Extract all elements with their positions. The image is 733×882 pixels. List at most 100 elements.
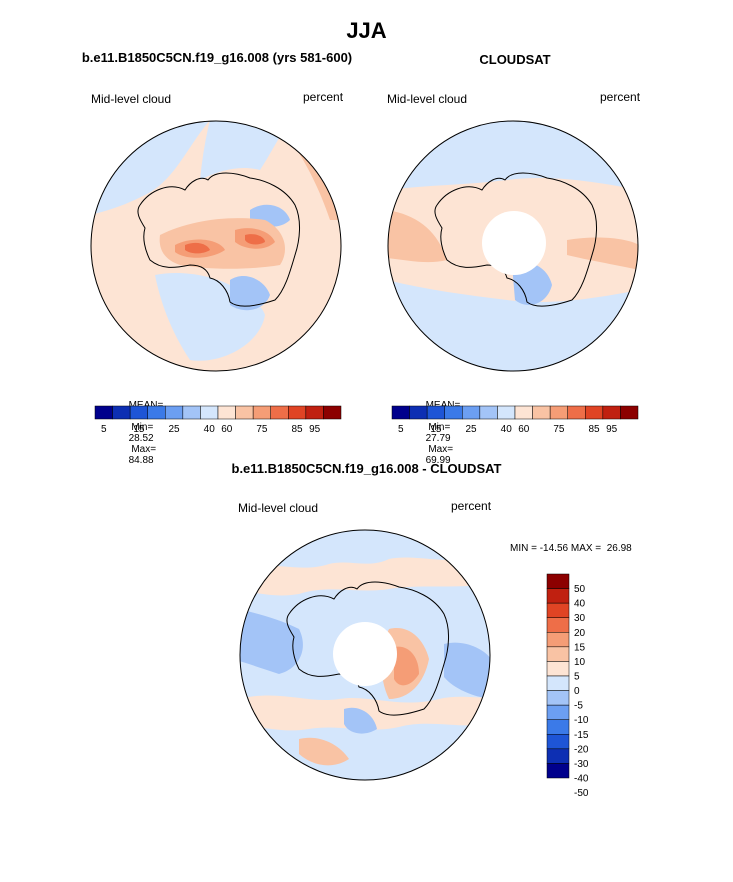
colorbar-1-tick-label-7: 95 [309, 424, 321, 435]
colorbar-1-tick-label-0: 5 [101, 424, 107, 435]
colorbar-1-swatch-7 [217, 405, 236, 420]
colorbar-2-swatch-6 [497, 405, 516, 420]
map-1-region-low-core [230, 275, 270, 311]
map-3-missing-data-hole [333, 622, 397, 686]
colorbar-2-swatch-13 [620, 405, 639, 420]
colorbar-3-tick-label-3: 20 [574, 628, 586, 639]
panel-2-units-label: percent [600, 90, 641, 104]
colorbar-3-swatch-6 [546, 661, 570, 677]
map-3-antarctica-coastline [286, 581, 449, 716]
panel-1-header: b.e11.B1850C5CN.f19_g16.008 (yrs 581-600… [81, 50, 353, 65]
colorbar-2-swatch-8 [532, 405, 551, 420]
map-2-region-low-south [388, 280, 638, 371]
colorbar-3-tick-label-9: -10 [574, 715, 589, 726]
colorbar-1-swatch-2 [129, 405, 148, 420]
colorbar-1-swatch-13 [323, 405, 342, 420]
colorbar-1-swatch-8 [235, 405, 254, 420]
panel-3-units-label: percent [451, 499, 492, 513]
colorbar-2-swatch-3 [444, 405, 463, 420]
colorbar-2-tick-label-3: 40 [501, 424, 513, 435]
colorbar-1-tick-label-4: 60 [221, 424, 233, 435]
panel-3-minmax: MIN = -14.56 MAX = 26.98 [510, 543, 632, 554]
colorbar-1-swatch-11 [288, 405, 307, 420]
map-3-region-pos-peak [394, 646, 419, 686]
colorbar-3-swatch-10 [546, 719, 570, 735]
map-1-region-low-n [200, 121, 290, 180]
colorbar-1-swatch-4 [165, 405, 184, 420]
panel-1-units-label: percent [303, 90, 344, 104]
colorbar-1-swatch-6 [200, 405, 219, 420]
colorbar-3-swatch-7 [546, 675, 570, 691]
panel-3-field-label: Mid-level cloud [238, 501, 319, 515]
map-2-boundary [387, 120, 639, 372]
colorbar-1-swatch-0 [94, 405, 113, 420]
colorbar-2-swatch-4 [462, 405, 481, 420]
panel-2-max-label: Max= [428, 444, 454, 455]
colorbar-3-swatch-3 [546, 617, 570, 633]
map-3-region-neg-east [444, 642, 490, 699]
map-1-antarctica-coastline [137, 172, 300, 307]
panel-1-min-label: Min= [131, 422, 154, 433]
colorbar-2-swatch-2 [426, 405, 445, 420]
map-2-region-high-east [567, 237, 638, 270]
colorbar-1-tick-label-2: 25 [169, 424, 181, 435]
colorbar-2-swatch-12 [602, 405, 621, 420]
colorbar-3-tick-label-12: -30 [574, 759, 589, 770]
map-2-region-high-west [388, 210, 447, 263]
colorbar-2-swatch-1 [409, 405, 428, 420]
colorbar-3-tick-label-4: 15 [574, 642, 586, 653]
colorbar-3-tick-label-5: 10 [574, 657, 586, 668]
colorbar-3-swatch-0 [546, 573, 570, 589]
colorbar-3-swatch-9 [546, 704, 570, 720]
colorbar-1: 5 15 25 40 60 75 85 95 [94, 405, 342, 435]
colorbar-3-tick-label-0: 50 [574, 584, 586, 595]
map-3-difference [239, 529, 491, 781]
colorbar-2-swatch-9 [549, 405, 568, 420]
panel-2-min-label: Min= [428, 422, 451, 433]
colorbar-1-tick-label-5: 75 [256, 424, 268, 435]
colorbar-2: 5 15 25 40 60 75 85 95 [391, 405, 639, 435]
map-3-region-pos-s [299, 737, 349, 766]
colorbar-3-tick-label-10: -15 [574, 730, 589, 741]
panel-2-mean-label: MEAN= [425, 400, 461, 411]
panel-2-field-label: Mid-level cloud [387, 92, 468, 106]
colorbar-3-swatch-1 [546, 588, 570, 604]
colorbar-3-swatch-12 [546, 748, 570, 764]
map-2-cloudsat [387, 120, 639, 372]
colorbar-1-swatch-3 [147, 405, 166, 420]
colorbar-3-tick-label-7: 0 [574, 686, 580, 697]
panel-2-header: CLOUDSAT [479, 52, 551, 67]
colorbar-3-swatch-8 [546, 690, 570, 706]
panel-1-max: 84.88 [128, 455, 154, 466]
panel-1-max-label: Max= [131, 444, 157, 455]
panel-2-min: 27.79 [425, 433, 451, 444]
map-1-model [90, 120, 342, 372]
colorbar-2-swatch-7 [514, 405, 533, 420]
colorbar-1-tick-label-3: 40 [204, 424, 216, 435]
colorbar-2-swatch-0 [391, 405, 410, 420]
colorbar-1-swatch-12 [305, 405, 324, 420]
colorbar-3-swatch-5 [546, 646, 570, 662]
map-3-band-pos-north [240, 557, 490, 596]
colorbar-2-tick-label-6: 85 [589, 424, 601, 435]
colorbar-3-swatch-11 [546, 734, 570, 750]
map-3-region-neg-west [240, 609, 303, 674]
panel-1-min: 28.52 [128, 433, 154, 444]
colorbar-2-swatch-5 [479, 405, 498, 420]
colorbar-3-tick-label-6: 5 [574, 672, 580, 683]
map-3-boundary [239, 529, 491, 781]
panel-1-field-label: Mid-level cloud [91, 92, 172, 106]
map-3-region-neg-s [344, 707, 377, 734]
colorbar-1-swatch-5 [182, 405, 201, 420]
colorbar-1-swatch-9 [252, 405, 271, 420]
colorbar-1-swatch-10 [270, 405, 289, 420]
colorbar-1-tick-label-6: 85 [292, 424, 304, 435]
map-1-boundary [90, 120, 342, 372]
colorbar-3-tick-label-1: 40 [574, 599, 586, 610]
colorbar-3-swatch-2 [546, 602, 570, 618]
colorbar-2-tick-label-1: 15 [430, 424, 442, 435]
map-1-peak-2 [245, 234, 265, 245]
colorbar-3-tick-label-11: -20 [574, 744, 589, 755]
colorbar-1-tick-label-1: 15 [133, 424, 145, 435]
colorbar-3-swatch-4 [546, 632, 570, 648]
